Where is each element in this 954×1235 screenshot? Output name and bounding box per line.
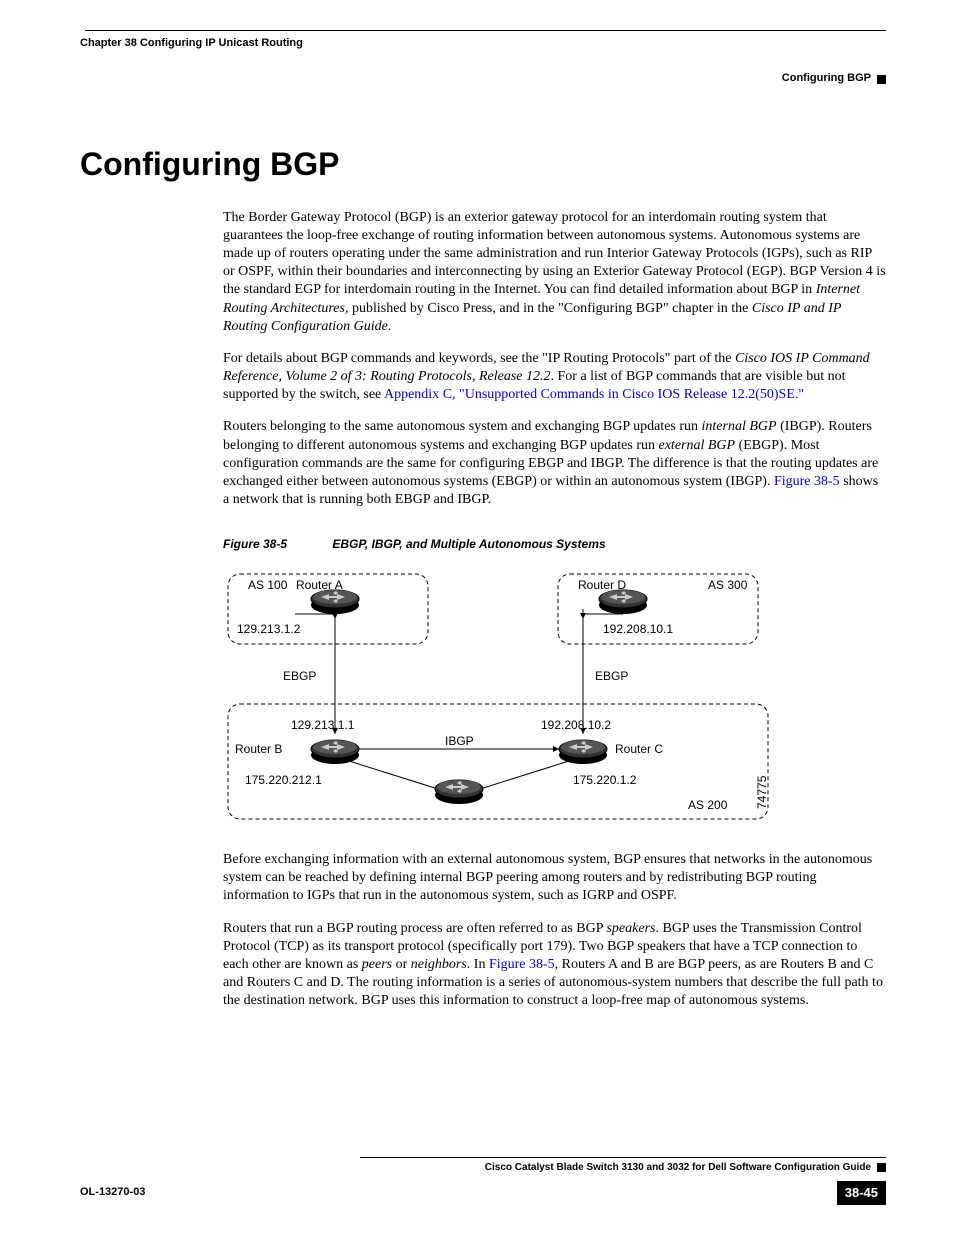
paragraph-1: The Border Gateway Protocol (BGP) is an …: [223, 209, 886, 336]
text: Routers belonging to the same autonomous…: [223, 419, 702, 434]
label-routerC: Router C: [615, 742, 663, 756]
section-breadcrumb: Configuring BGP: [80, 71, 886, 86]
page-number: 38-45: [837, 1181, 886, 1205]
label-as300: AS 300: [708, 578, 748, 592]
text: The Border Gateway Protocol (BGP) is an …: [223, 210, 886, 298]
label-ipA: 129.213.1.2: [237, 622, 301, 636]
text: published by Cisco Press, and in the "Co…: [348, 301, 751, 316]
text-italic: neighbors: [411, 957, 467, 972]
text: . In: [467, 957, 489, 972]
label-imgid: 74775: [755, 775, 769, 809]
text: For details about BGP commands and keywo…: [223, 351, 735, 366]
label-ipD: 192.208.10.1: [603, 622, 673, 636]
label-routerB: Router B: [235, 742, 282, 756]
label-as200: AS 200: [688, 798, 728, 812]
document-id: OL-13270-03: [80, 1185, 145, 1200]
book-title: Cisco Catalyst Blade Switch 3130 and 303…: [485, 1161, 871, 1175]
paragraph-5: Routers that run a BGP routing process a…: [223, 920, 886, 1011]
label-ebgp2: EBGP: [595, 669, 628, 683]
text: or: [392, 957, 411, 972]
label-ipC-top: 192.208.10.2: [541, 718, 611, 732]
text-italic: external BGP: [659, 438, 736, 453]
figure-title: EBGP, IBGP, and Multiple Autonomous Syst…: [332, 537, 605, 551]
text: Routers that run a BGP routing process a…: [223, 921, 606, 936]
paragraph-3: Routers belonging to the same autonomous…: [223, 418, 886, 509]
label-routerA: Router A: [296, 578, 343, 592]
label-ebgp1: EBGP: [283, 669, 316, 683]
label-ipB-bot: 175.220.212.1: [245, 773, 322, 787]
label-ipC-bot: 175.220.1.2: [573, 773, 637, 787]
figure-number: Figure 38-5: [223, 537, 287, 551]
paragraph-4: Before exchanging information with an ex…: [223, 851, 886, 906]
marker-icon: [877, 75, 886, 84]
page-footer: Cisco Catalyst Blade Switch 3130 and 303…: [80, 1157, 886, 1205]
link-figure[interactable]: Figure 38-5: [489, 957, 555, 972]
paragraph-2: For details about BGP commands and keywo…: [223, 350, 886, 405]
link-figure[interactable]: Figure 38-5: [774, 474, 840, 489]
text-italic: peers: [362, 957, 392, 972]
text: .: [388, 319, 392, 334]
figure-diagram: AS 100 Router A 129.213.1.2 AS 300 Route…: [223, 569, 783, 829]
section-name: Configuring BGP: [782, 71, 871, 86]
label-routerD: Router D: [578, 578, 626, 592]
label-as100: AS 100: [248, 578, 288, 592]
link-appendix[interactable]: Appendix C, "Unsupported Commands in Cis…: [384, 387, 804, 402]
label-ibgp: IBGP: [445, 734, 474, 748]
text-italic: speakers: [606, 921, 655, 936]
figure-caption: Figure 38-5 EBGP, IBGP, and Multiple Aut…: [223, 537, 886, 553]
chapter-header: Chapter 38 Configuring IP Unicast Routin…: [80, 36, 886, 51]
marker-icon: [877, 1163, 886, 1172]
label-ipB-top: 129.213.1.1: [291, 718, 355, 732]
text-italic: internal BGP: [702, 419, 777, 434]
page-title: Configuring BGP: [80, 142, 886, 187]
